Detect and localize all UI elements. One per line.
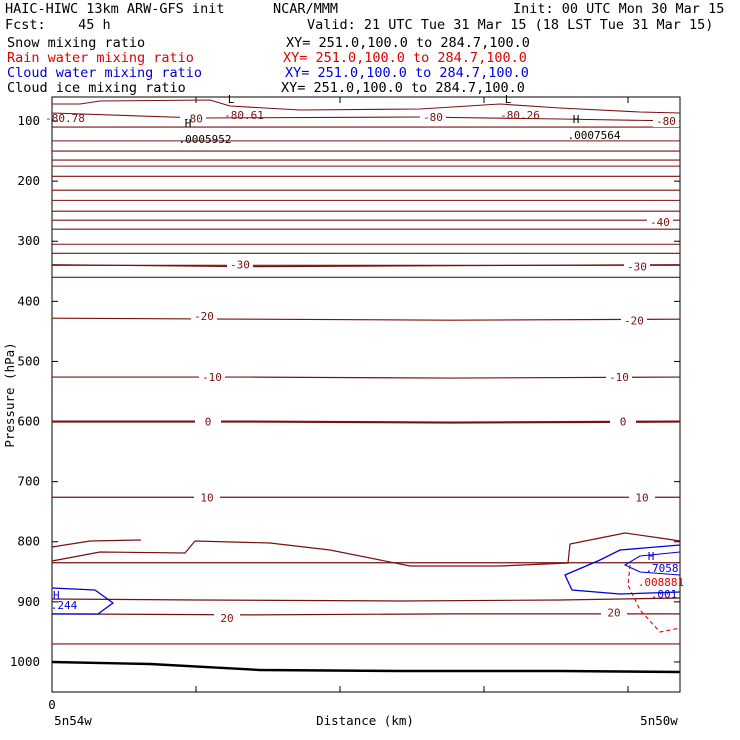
extremum-value: .0005952 <box>179 133 232 146</box>
y-tick-label: 400 <box>17 293 40 308</box>
contour-label: -80 <box>183 113 203 126</box>
contour-label: 20 <box>220 612 233 625</box>
y-tick-label: 500 <box>17 353 40 368</box>
contour-label-bg <box>629 491 655 504</box>
rain-water-value: .008881 <box>638 576 684 589</box>
extremum-mark: L <box>505 93 512 106</box>
contour-label: -20 <box>194 310 214 323</box>
contour-label: -10 <box>202 371 222 384</box>
contour-label-bg <box>180 112 206 125</box>
terrain-surface <box>51 660 681 674</box>
x-axis-title: Distance (km) <box>316 713 414 728</box>
contour-label: -10 <box>609 371 629 384</box>
extremum-mark: H <box>573 113 580 126</box>
left-partial-value: -80.78 <box>45 112 85 125</box>
field-snow-name: Snow mixing ratio <box>7 35 146 51</box>
cloud-water-max-value: .7058 <box>645 562 678 575</box>
temperature-contour <box>52 420 681 424</box>
contour-line <box>52 99 681 114</box>
field-cloudice-xy: XY= 251.0,100.0 to 284.7,100.0 <box>281 80 525 96</box>
cloud-water-left-max: H <box>53 589 60 602</box>
extremum-value: .0007564 <box>568 129 621 142</box>
contour-label: 20 <box>607 607 620 620</box>
y-tick-label: 800 <box>17 534 40 549</box>
field-rain-name: Rain water mixing ratio <box>7 50 194 66</box>
contour-label: 10 <box>200 491 213 504</box>
contour-label-bg <box>195 415 221 428</box>
cloud-water-contour-label: .001 <box>651 588 678 601</box>
contour-label: 10 <box>635 491 648 504</box>
y-tick-label: 100 <box>17 113 40 128</box>
field-rain-xy: XY= 251.0,100.0 to 284.7,100.0 <box>283 50 527 66</box>
contour-label-bg <box>199 371 225 384</box>
rain-water-contour <box>627 564 681 633</box>
temperature-contour <box>51 317 681 321</box>
y-tick-label: 900 <box>17 594 40 609</box>
contour-label-bg <box>610 415 636 428</box>
contour-label-bg <box>621 314 647 327</box>
contour-label-bg <box>191 309 217 322</box>
contour-label-bg <box>214 612 240 625</box>
contour-label-bg <box>420 110 446 123</box>
x-right-label: 5n50w <box>640 713 678 728</box>
y-tick-label: 300 <box>17 233 40 248</box>
x-left-label: 5n54w <box>54 713 92 728</box>
contour-label: 0 <box>205 416 212 429</box>
extremum-value: -80.26 <box>500 109 540 122</box>
extremum-mark: H <box>185 117 192 130</box>
cloud-water-max: H <box>648 550 655 563</box>
contour-label: -80 <box>423 111 443 124</box>
model-title: HAIC-HIWC 13km ARW-GFS init <box>5 1 225 17</box>
plot-frame <box>51 96 681 693</box>
contour-line <box>51 532 681 567</box>
cloud-water-contour <box>623 551 681 576</box>
temperature-contour <box>51 264 681 268</box>
contour-label-bg <box>227 258 253 271</box>
temperature-contour <box>52 376 681 379</box>
cloud-water-left-value: .244 <box>51 599 78 612</box>
contour-label: -30 <box>230 259 250 272</box>
y-tick-label: 700 <box>17 474 40 489</box>
contour-label: -30 <box>627 260 647 273</box>
y-tick-label: 1000 <box>10 654 40 669</box>
y-tick-label: 200 <box>17 173 40 188</box>
contour-label-bg <box>647 216 673 229</box>
contour-label: -40 <box>650 216 670 229</box>
init-time: Init: 00 UTC Mon 30 Mar 15 <box>513 1 725 17</box>
contour-line <box>51 539 142 548</box>
field-cloudwater-name: Cloud water mixing ratio <box>7 65 203 81</box>
contour-label: 0 <box>620 416 627 429</box>
forecast-hour: Fcst: 45 h <box>5 17 111 33</box>
y-axis-title: Pressure (hPa) <box>2 342 17 447</box>
contour-label-bg <box>606 371 632 384</box>
field-cloudwater-xy: XY= 251.0,100.0 to 284.7,100.0 <box>285 65 529 81</box>
contour-line <box>51 597 681 602</box>
cloud-water-contour <box>51 587 115 615</box>
temperature-contour <box>51 613 680 616</box>
contour-label-bg <box>653 115 679 128</box>
contour-line <box>51 112 681 122</box>
field-cloudice-name: Cloud ice mixing ratio <box>7 80 186 96</box>
contour-label-bg <box>624 260 650 273</box>
x-tick-label: 0 <box>48 697 56 712</box>
contour-label: -80 <box>656 115 676 128</box>
extremum-value: -80.61 <box>224 109 264 122</box>
valid-time: Valid: 21 UTC Tue 31 Mar 15 (18 LST Tue … <box>307 17 714 33</box>
contour-label-bg <box>194 491 220 504</box>
institution: NCAR/MMM <box>273 1 339 17</box>
y-tick-label: 600 <box>17 414 40 429</box>
contour-label-bg <box>601 606 627 619</box>
field-snow-xy: XY= 251.0,100.0 to 284.7,100.0 <box>286 35 530 51</box>
contour-label: -20 <box>624 315 644 328</box>
cloud-water-contour <box>564 544 681 595</box>
extremum-mark: L <box>228 93 235 106</box>
